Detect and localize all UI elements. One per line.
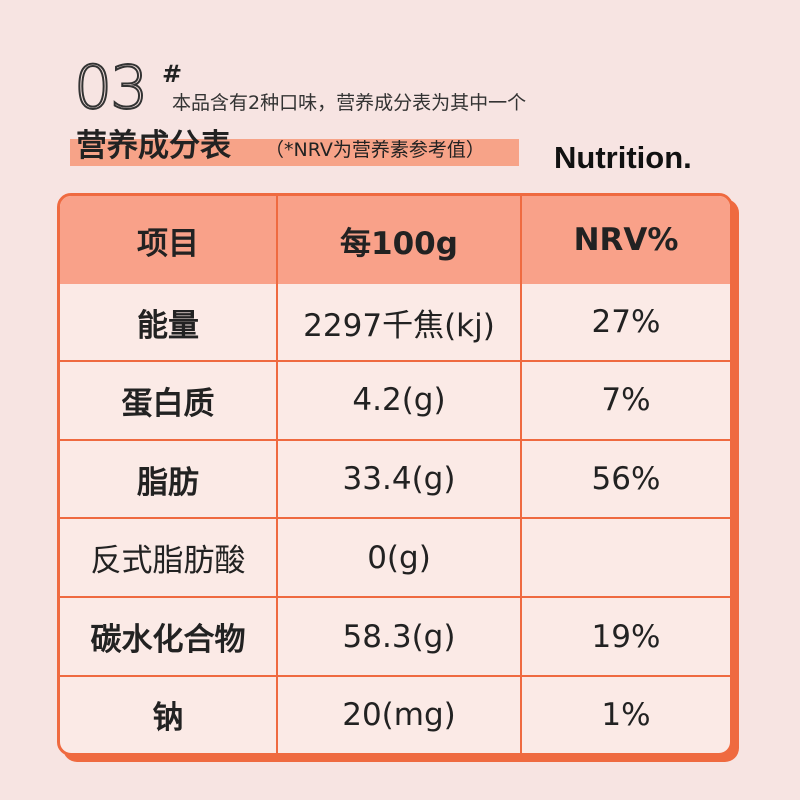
table-header-row: 项目 每100g NRV% (60, 196, 730, 284)
column-header-item: 项目 (60, 196, 278, 284)
table-row: 能量 2297千焦(kj) 27% (60, 284, 730, 363)
table-row: 脂肪 33.4(g) 56% (60, 439, 730, 520)
row-nrv: 7% (521, 361, 730, 441)
row-per100g: 58.3(g) (277, 597, 522, 677)
table-row: 蛋白质 4.2(g) 7% (60, 361, 730, 441)
row-item: 能量 (60, 284, 278, 363)
row-nrv: 56% (521, 439, 730, 520)
row-item: 钠 (60, 675, 278, 753)
flavor-note: 本品含有2种口味，营养成分表为其中一个 (172, 92, 527, 114)
footnote-mark: # (162, 60, 183, 88)
title-highlight (70, 139, 519, 166)
row-per100g: 20(mg) (277, 675, 522, 753)
row-item: 脂肪 (60, 439, 278, 520)
english-title: Nutrition. (554, 140, 692, 175)
row-per100g: 2297千焦(kj) (277, 284, 522, 363)
row-nrv: 1% (601, 696, 651, 733)
row-nrv (521, 518, 730, 599)
row-item: 反式脂肪酸 (60, 518, 278, 599)
row-nrv: 19% (521, 597, 730, 677)
section-number: 03 (73, 53, 149, 123)
table-row: 反式脂肪酸 0(g) (60, 518, 730, 599)
row-item: 蛋白质 (60, 361, 278, 441)
row-per100g: 4.2(g) (277, 361, 522, 441)
row-nrv: 27% (521, 284, 730, 363)
table-row: 钠 20(mg) 1% (60, 675, 730, 753)
row-per100g: 33.4(g) (277, 439, 522, 520)
row-per100g: 0(g) (277, 518, 522, 599)
row-item: 碳水化合物 (60, 597, 278, 677)
page-title: 营养成分表 (76, 128, 231, 164)
column-header-nrv: NRV% (521, 196, 730, 284)
table-row: 碳水化合物 58.3(g) 19% (60, 597, 730, 677)
column-header-per100g: 每100g (277, 196, 522, 284)
page-subtitle: （*NRV为营养素参考值） (265, 139, 485, 161)
nutrition-table: 项目 每100g NRV% 能量 2297千焦(kj) 27% 蛋白质 4.2(… (57, 193, 733, 756)
